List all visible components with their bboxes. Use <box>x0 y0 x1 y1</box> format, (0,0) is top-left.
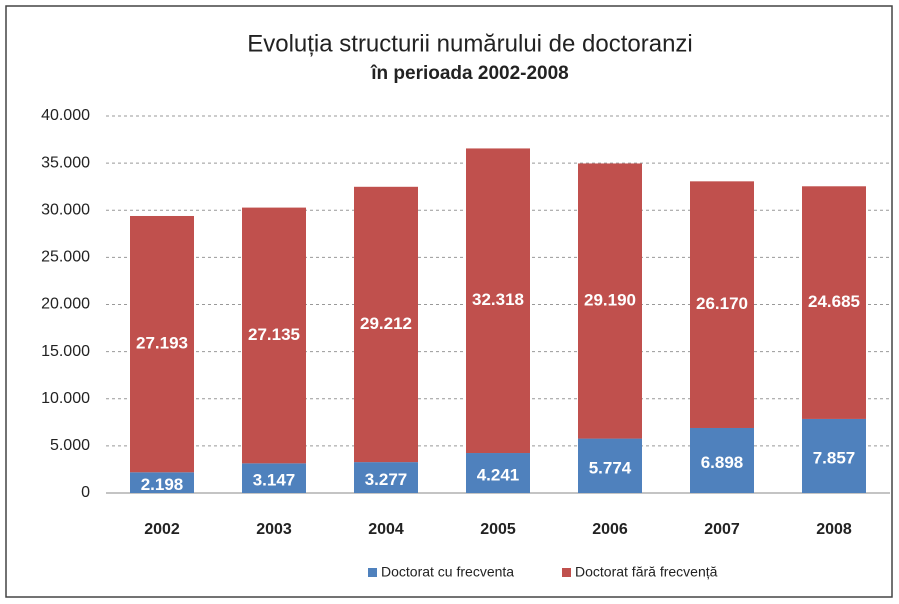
y-tick-label: 30.000 <box>41 201 90 218</box>
bar-segment <box>354 186 418 463</box>
x-tick-label: 2007 <box>704 521 740 538</box>
value-label: 24.685 <box>808 292 860 311</box>
x-tick-label: 2008 <box>816 521 852 538</box>
value-label: 29.212 <box>360 314 412 333</box>
y-tick-label: 10.000 <box>41 390 90 407</box>
value-label: 3.147 <box>253 471 296 490</box>
value-label: 27.193 <box>136 334 188 353</box>
bar-segment <box>466 453 530 493</box>
value-label: 2.198 <box>141 475 184 494</box>
bar-segment <box>802 186 866 419</box>
value-label: 3.277 <box>365 470 408 489</box>
legend-swatch <box>562 568 571 577</box>
bar-segment <box>802 418 866 493</box>
x-tick-label: 2006 <box>592 521 628 538</box>
value-label: 32.318 <box>472 290 524 309</box>
bar-segment <box>354 462 418 493</box>
bar-segment <box>690 181 754 428</box>
x-tick-label: 2002 <box>144 521 180 538</box>
value-label: 27.135 <box>248 325 300 344</box>
chart-title: Evoluția structurii numărului de doctora… <box>247 30 693 57</box>
legend-label: Doctorat cu frecventa <box>381 564 514 580</box>
bar-segment <box>242 463 306 493</box>
x-tick-label: 2004 <box>368 521 404 538</box>
bar-segment <box>242 207 306 464</box>
bar-segment <box>130 472 194 493</box>
y-tick-label: 35.000 <box>41 154 90 171</box>
value-label: 26.170 <box>696 294 748 313</box>
value-label: 7.857 <box>813 448 856 467</box>
x-tick-label: 2003 <box>256 521 292 538</box>
bar-segment <box>578 163 642 439</box>
y-tick-label: 40.000 <box>41 107 90 124</box>
y-tick-label: 0 <box>81 484 90 501</box>
value-label: 4.241 <box>477 465 520 484</box>
y-tick-label: 20.000 <box>41 296 90 313</box>
value-label: 5.774 <box>589 458 632 477</box>
value-label: 6.898 <box>701 453 744 472</box>
x-tick-label: 2005 <box>480 521 516 538</box>
bar-segment <box>130 215 194 473</box>
y-tick-label: 15.000 <box>41 343 90 360</box>
value-label: 29.190 <box>584 291 636 310</box>
y-tick-label: 5.000 <box>50 437 90 454</box>
bar-segment <box>578 438 642 493</box>
chart-subtitle: în perioada 2002-2008 <box>370 63 569 84</box>
bar-segment <box>466 148 530 454</box>
legend-label: Doctorat fără frecvență <box>575 564 718 580</box>
legend-swatch <box>368 568 377 577</box>
bar-segment <box>690 427 754 493</box>
y-tick-label: 25.000 <box>41 249 90 266</box>
